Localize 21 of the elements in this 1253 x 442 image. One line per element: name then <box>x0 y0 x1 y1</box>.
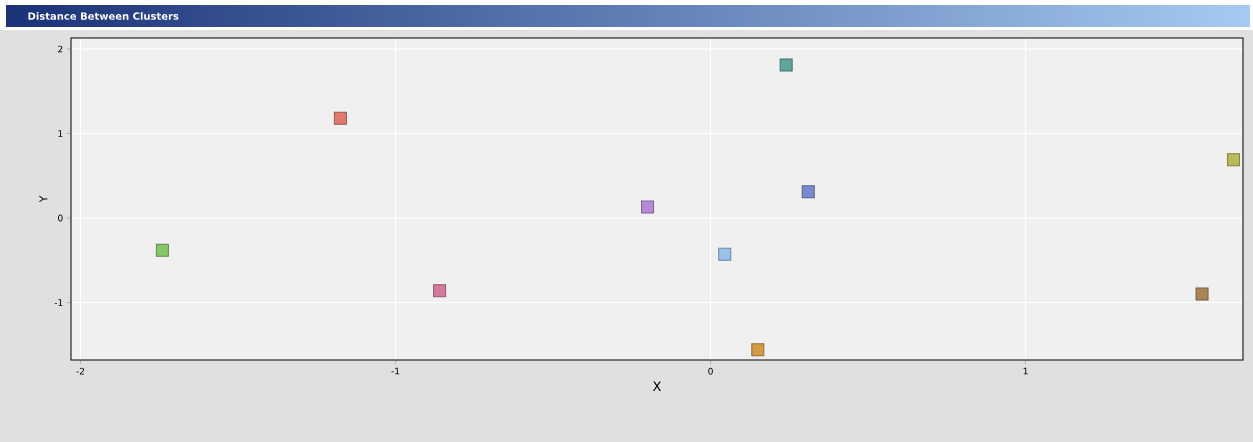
point <box>751 343 765 357</box>
point <box>801 185 815 199</box>
y-axis-title: Y <box>39 195 48 203</box>
y-tick-label: 2 <box>58 45 63 53</box>
x-tick-label: -1 <box>391 367 400 375</box>
y-tick-label: 1 <box>58 130 63 137</box>
point <box>718 247 732 261</box>
x-tick-label: 1 <box>1023 367 1028 375</box>
x-axis-title: X <box>652 381 662 391</box>
point <box>155 243 169 257</box>
point <box>641 200 655 214</box>
point <box>779 58 793 72</box>
y-tick-label: -1 <box>54 299 63 306</box>
point <box>433 284 447 298</box>
x-tick-label: -2 <box>76 367 85 375</box>
point <box>1195 287 1209 301</box>
y-tick-label: 0 <box>58 214 63 222</box>
point <box>1227 153 1241 167</box>
chart-title: Distance Between Clusters <box>28 12 179 20</box>
x-tick-label: 0 <box>708 367 713 375</box>
point <box>333 111 347 125</box>
